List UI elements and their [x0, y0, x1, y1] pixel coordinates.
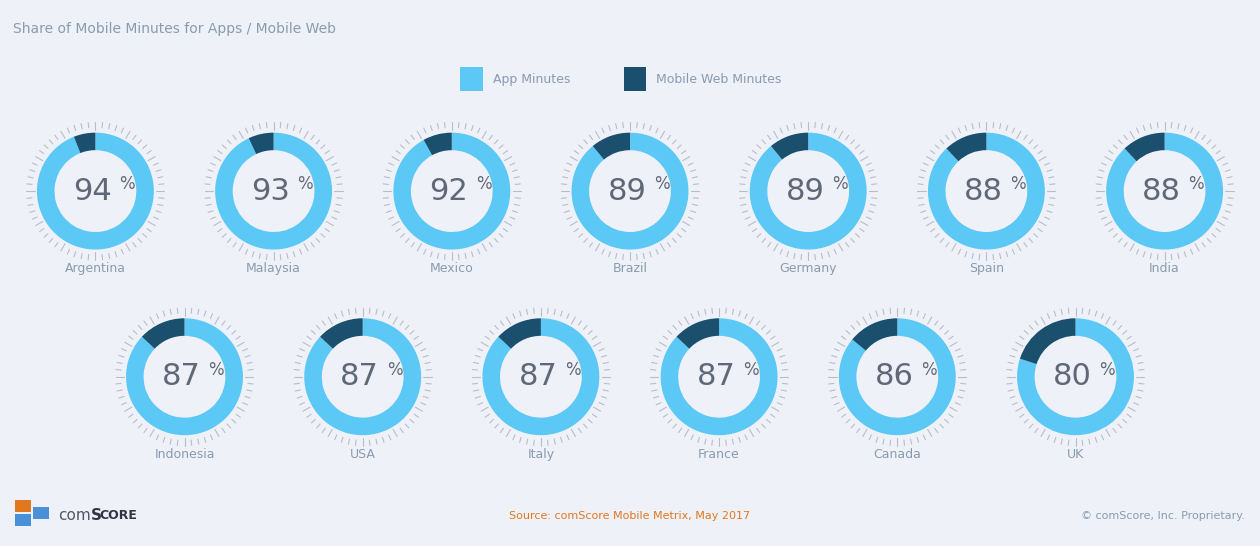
Text: Germany: Germany — [780, 263, 837, 275]
Wedge shape — [423, 133, 452, 155]
Wedge shape — [498, 318, 541, 349]
Text: %: % — [1100, 361, 1115, 379]
Text: %: % — [832, 175, 848, 193]
Text: 92: 92 — [430, 176, 469, 206]
Wedge shape — [483, 318, 600, 435]
Text: 93: 93 — [251, 176, 290, 206]
Text: %: % — [297, 175, 314, 193]
Text: France: France — [698, 448, 740, 461]
Text: Malaysia: Malaysia — [246, 263, 301, 275]
Wedge shape — [142, 318, 184, 349]
Wedge shape — [1106, 133, 1223, 250]
Text: USA: USA — [350, 448, 375, 461]
Wedge shape — [74, 133, 96, 153]
Text: Spain: Spain — [969, 263, 1004, 275]
Wedge shape — [660, 318, 777, 435]
Text: com: com — [58, 508, 91, 524]
Text: Mexico: Mexico — [430, 263, 474, 275]
Text: 88: 88 — [964, 176, 1003, 206]
Wedge shape — [572, 133, 688, 250]
Text: Indonesia: Indonesia — [154, 448, 214, 461]
Text: %: % — [564, 361, 581, 379]
Text: %: % — [120, 175, 135, 193]
FancyBboxPatch shape — [15, 513, 32, 526]
Text: UK: UK — [1067, 448, 1084, 461]
Text: 87: 87 — [340, 362, 379, 391]
Wedge shape — [1017, 318, 1134, 435]
Text: %: % — [387, 361, 402, 379]
Wedge shape — [1019, 318, 1076, 364]
Text: %: % — [476, 175, 491, 193]
Wedge shape — [37, 133, 154, 250]
FancyBboxPatch shape — [15, 500, 32, 512]
Wedge shape — [771, 133, 808, 159]
Text: 94: 94 — [73, 176, 112, 206]
Text: 88: 88 — [1142, 176, 1181, 206]
Wedge shape — [852, 318, 897, 351]
Wedge shape — [126, 318, 243, 435]
Wedge shape — [304, 318, 421, 435]
Wedge shape — [677, 318, 719, 349]
Text: Brazil: Brazil — [612, 263, 648, 275]
Wedge shape — [927, 133, 1045, 250]
Text: CORE: CORE — [100, 509, 137, 523]
Text: Argentina: Argentina — [66, 263, 126, 275]
Text: 80: 80 — [1053, 362, 1092, 391]
Text: Mobile Web Minutes: Mobile Web Minutes — [656, 73, 782, 86]
Text: India: India — [1149, 263, 1179, 275]
Wedge shape — [592, 133, 630, 159]
Text: App Minutes: App Minutes — [493, 73, 570, 86]
Text: 87: 87 — [519, 362, 557, 391]
Text: Source: comScore Mobile Metrix, May 2017: Source: comScore Mobile Metrix, May 2017 — [509, 511, 751, 521]
Text: %: % — [654, 175, 669, 193]
Wedge shape — [946, 133, 987, 161]
Text: 89: 89 — [607, 176, 646, 206]
Text: %: % — [743, 361, 759, 379]
Text: Canada: Canada — [873, 448, 921, 461]
Wedge shape — [839, 318, 956, 435]
Text: 87: 87 — [697, 362, 736, 391]
Text: %: % — [1011, 175, 1026, 193]
Text: Share of Mobile Minutes for Apps / Mobile Web: Share of Mobile Minutes for Apps / Mobil… — [13, 22, 335, 36]
Wedge shape — [393, 133, 510, 250]
Text: © comScore, Inc. Proprietary.: © comScore, Inc. Proprietary. — [1081, 511, 1245, 521]
Wedge shape — [248, 133, 273, 154]
Text: 86: 86 — [874, 362, 914, 391]
Wedge shape — [320, 318, 363, 349]
Text: 89: 89 — [786, 176, 825, 206]
Text: %: % — [208, 361, 224, 379]
Wedge shape — [1125, 133, 1164, 161]
Wedge shape — [215, 133, 333, 250]
Text: %: % — [1188, 175, 1205, 193]
Text: %: % — [921, 361, 937, 379]
FancyBboxPatch shape — [33, 507, 49, 519]
Text: 87: 87 — [163, 362, 202, 391]
Text: Italy: Italy — [528, 448, 554, 461]
Wedge shape — [750, 133, 867, 250]
Text: S: S — [91, 508, 102, 524]
